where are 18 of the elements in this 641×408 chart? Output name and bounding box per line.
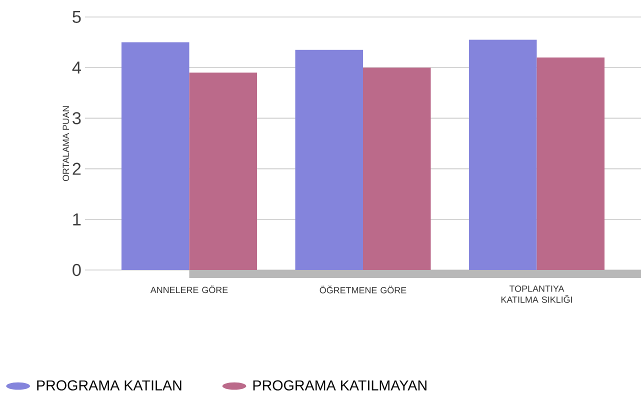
y-tick-label: 1 (73, 213, 81, 226)
x-tick-label: ANNELERE GÖRE (150, 286, 228, 294)
y-tick-label: 2 (72, 162, 81, 175)
bar (295, 50, 363, 270)
y-tick-label: 5 (72, 10, 81, 24)
y-axis-title: ORTALAMA PUAN (62, 106, 70, 182)
bar (468, 40, 537, 270)
bar (536, 57, 605, 270)
legend-label: PROGRAMA KATILMAYAN (253, 380, 426, 390)
y-tick-label: 0 (72, 264, 81, 276)
legend-label: PROGRAMA KATILAN (37, 380, 182, 390)
bar (121, 42, 190, 270)
x-tick-label: ÖĞRETMENE GÖRE (320, 286, 406, 294)
y-tick-label: 3 (72, 112, 81, 124)
y-tick-label: 4 (72, 62, 81, 74)
x-tick-label: TOPLANTIYA KATILMA SIKLIĞI (501, 286, 572, 303)
bar (189, 72, 258, 270)
bar (363, 68, 431, 270)
